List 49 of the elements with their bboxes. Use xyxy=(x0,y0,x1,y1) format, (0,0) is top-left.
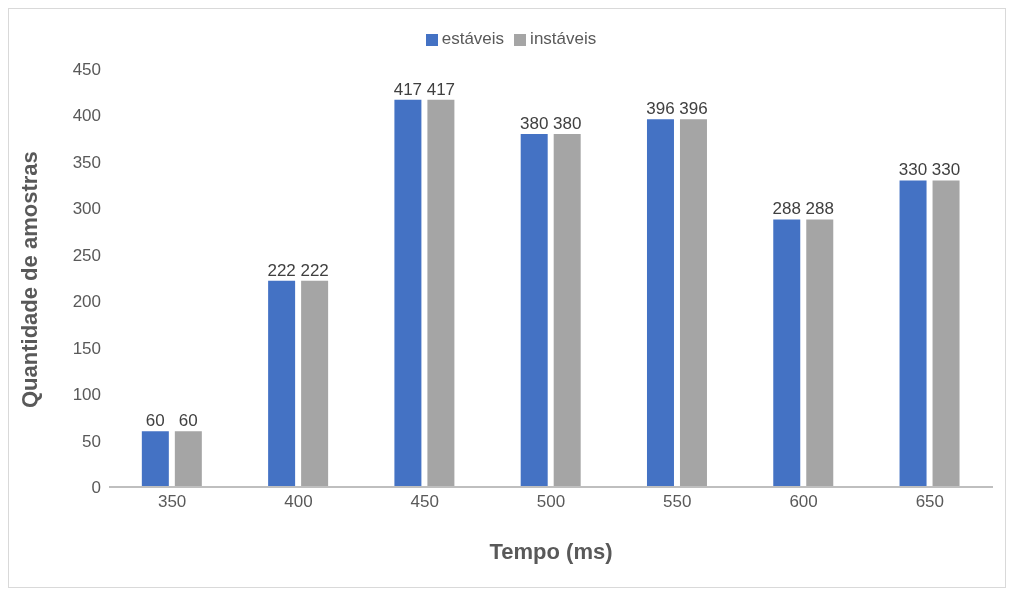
data-label: 222 xyxy=(300,260,329,280)
data-label: 222 xyxy=(267,260,296,280)
x-tick-label: 350 xyxy=(157,492,187,512)
data-label: 396 xyxy=(646,99,675,119)
data-label: 330 xyxy=(931,160,961,180)
y-tick-label: 400 xyxy=(72,106,101,126)
y-tick-label: 350 xyxy=(72,152,101,172)
bar xyxy=(553,134,581,487)
y-tick-label: 450 xyxy=(72,60,101,80)
bar xyxy=(932,180,960,487)
bar xyxy=(646,119,674,487)
data-label: 330 xyxy=(898,160,928,180)
bar xyxy=(301,280,329,487)
bar xyxy=(427,99,455,487)
x-tick-label: 500 xyxy=(536,492,566,512)
data-label: 380 xyxy=(553,114,582,134)
bar xyxy=(899,180,927,487)
data-label: 417 xyxy=(426,79,456,99)
y-tick-label: 150 xyxy=(72,338,101,358)
y-tick-label: 250 xyxy=(72,245,101,265)
data-label: 417 xyxy=(393,79,423,99)
data-label: 288 xyxy=(805,199,834,219)
x-axis-title: Tempo (ms) xyxy=(489,539,613,564)
x-tick-label: 550 xyxy=(663,492,692,512)
y-tick-label: 300 xyxy=(72,199,101,219)
data-label: 60 xyxy=(145,411,165,431)
data-label: 380 xyxy=(520,114,549,134)
x-tick-label: 650 xyxy=(915,492,945,512)
bar xyxy=(394,99,422,487)
data-label: 60 xyxy=(178,411,198,431)
y-tick-label: 200 xyxy=(72,292,101,312)
y-tick-label: 50 xyxy=(82,431,101,451)
y-tick-label: 0 xyxy=(91,478,101,498)
bar xyxy=(679,119,707,487)
y-tick-label: 100 xyxy=(72,385,101,405)
x-tick-label: 400 xyxy=(284,492,313,512)
data-label: 396 xyxy=(679,99,708,119)
x-tick-label: 600 xyxy=(789,492,818,512)
bar xyxy=(174,431,202,487)
y-axis-title: Quantidade de amostras xyxy=(16,151,42,408)
data-label: 288 xyxy=(772,199,801,219)
bar xyxy=(806,219,834,487)
legend-label: estáveis xyxy=(441,29,505,48)
x-tick-label: 450 xyxy=(410,492,439,512)
bar xyxy=(520,134,548,487)
bar xyxy=(773,219,801,487)
legend-label: instáveis xyxy=(530,29,597,48)
bar xyxy=(268,280,296,487)
bar xyxy=(141,431,169,487)
